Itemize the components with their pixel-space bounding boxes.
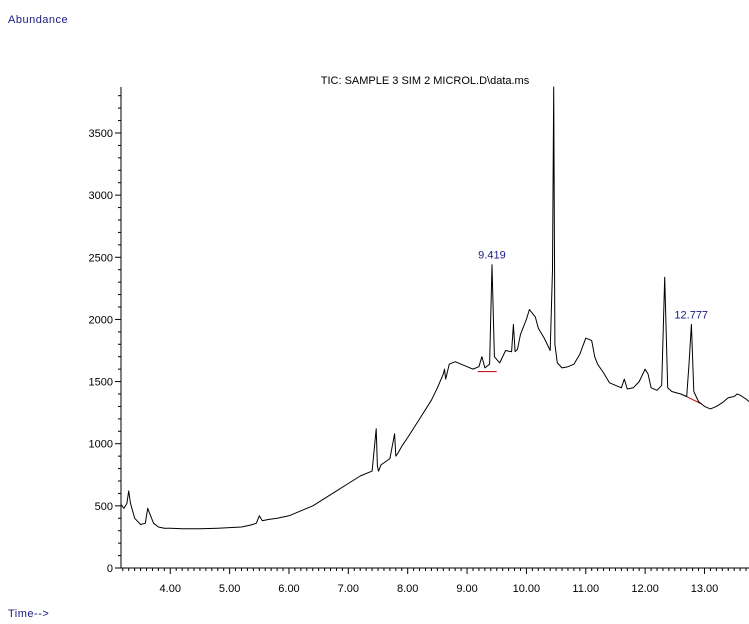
y-tick-label: 0 <box>107 563 113 575</box>
peak-label: 9.419 <box>478 250 506 262</box>
y-axis-caption: Abundance <box>8 14 69 26</box>
chart-axes: 0 500 1000 1500 2000 2500 3000 3500 4.00 5.00 6.00… <box>89 87 749 595</box>
x-tick-label: 4.00 <box>160 583 181 595</box>
x-tick-label: 8.00 <box>397 583 418 595</box>
y-tick-label: 2000 <box>89 314 113 326</box>
x-tick-label: 6.00 <box>278 583 299 595</box>
trace-group <box>120 86 749 530</box>
x-tick-label: 5.00 <box>219 583 240 595</box>
chart-title: TIC: SAMPLE 3 SIM 2 MICROL.D\data.ms <box>321 75 530 87</box>
peak-label: 12.777 <box>674 309 708 321</box>
x-tick-label: 9.00 <box>456 583 477 595</box>
x-axis-caption: Time--> <box>8 608 50 620</box>
x-tick-label: 12.00 <box>631 583 659 595</box>
x-tick-label: 11.00 <box>572 583 599 595</box>
tic-trace-line <box>120 86 749 530</box>
y-tick-label: 1000 <box>89 439 113 451</box>
y-tick-label: 1500 <box>89 377 113 389</box>
y-tick-label: 500 <box>95 501 113 513</box>
x-tick-label: 10.00 <box>513 583 541 595</box>
y-tick-label: 3500 <box>89 128 113 140</box>
y-tick-label: 2500 <box>89 252 113 264</box>
y-tick-label: 3000 <box>89 190 113 202</box>
peak-annotations: 9.419 12.777 <box>478 250 708 322</box>
x-tick-label: 7.00 <box>338 583 359 595</box>
x-tick-label: 13.00 <box>691 583 719 595</box>
